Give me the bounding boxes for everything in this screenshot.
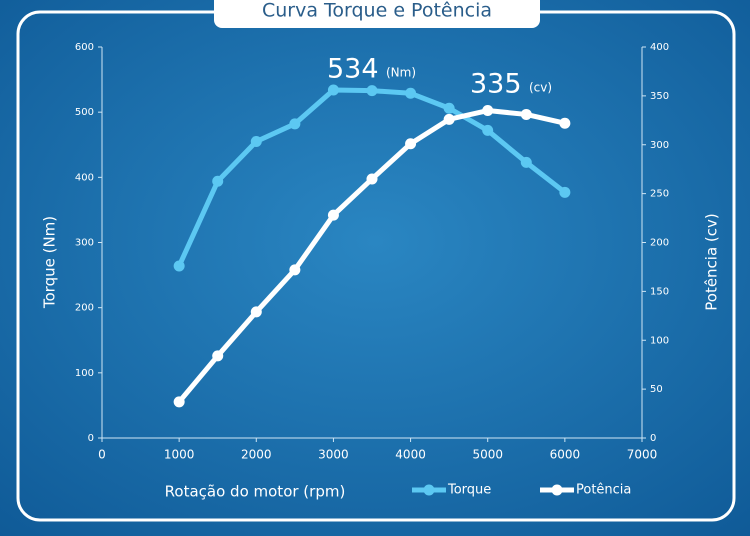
data-point	[482, 105, 494, 117]
data-point	[250, 135, 262, 147]
chart-title: Curva Torque e Potência	[262, 0, 492, 22]
y-tick-label: 200	[75, 303, 94, 314]
data-point	[482, 124, 494, 136]
x-tick-label: 0	[98, 448, 106, 462]
data-point	[212, 175, 224, 187]
data-point	[327, 84, 339, 96]
data-point	[520, 156, 532, 168]
data-point	[173, 260, 185, 272]
data-point	[327, 209, 339, 221]
legend-label: Potência	[576, 483, 631, 498]
data-point	[405, 138, 417, 150]
annotation-unit: (Nm)	[386, 66, 416, 80]
y2-tick-label: 400	[650, 42, 669, 53]
y2-tick-label: 0	[650, 433, 656, 444]
y2-tick-label: 50	[650, 384, 663, 395]
data-point	[559, 117, 571, 129]
data-point	[212, 350, 224, 362]
data-point	[559, 186, 571, 198]
x-tick-label: 2000	[241, 448, 272, 462]
y-tick-label: 400	[75, 172, 94, 183]
y-tick-label: 500	[75, 107, 94, 118]
y-axis-label: Torque (Nm)	[41, 216, 59, 309]
legend-swatch	[423, 484, 435, 496]
annotation-unit: (cv)	[529, 81, 552, 95]
legend-label: Torque	[447, 483, 491, 498]
x-tick-label: 6000	[550, 448, 581, 462]
x-tick-label: 1000	[164, 448, 195, 462]
x-tick-label: 5000	[472, 448, 503, 462]
data-point	[289, 118, 301, 130]
title-box	[214, 0, 540, 28]
annotations: 534 (Nm) 335 (cv)	[327, 54, 552, 100]
x-axis-label: Rotação do motor (rpm)	[165, 483, 346, 501]
y2-tick-label: 100	[650, 335, 669, 346]
legend-swatch	[551, 484, 563, 496]
x-tick-label: 4000	[395, 448, 426, 462]
y2-axis-label: Potência (cv)	[703, 213, 721, 311]
data-point	[520, 108, 532, 120]
y2-tick-label: 350	[650, 91, 669, 102]
data-point	[443, 102, 455, 114]
y2-tick-label: 300	[650, 140, 669, 151]
y-tick-label: 300	[75, 238, 94, 249]
data-point	[366, 85, 378, 97]
y2-tick-label: 200	[650, 238, 669, 249]
y2-tick-label: 150	[650, 286, 669, 297]
data-point	[289, 264, 301, 276]
y2-tick-label: 250	[650, 189, 669, 200]
data-point	[405, 87, 417, 99]
y-tick-label: 600	[75, 42, 94, 53]
data-point	[250, 306, 262, 318]
data-point	[443, 113, 455, 125]
x-tick-label: 3000	[318, 448, 349, 462]
y-tick-label: 0	[88, 433, 94, 444]
y-tick-label: 100	[75, 368, 94, 379]
annotation: 335	[470, 69, 522, 100]
data-point	[173, 396, 185, 408]
data-point	[366, 173, 378, 185]
annotation: 534	[327, 54, 379, 85]
x-tick-label: 7000	[627, 448, 658, 462]
